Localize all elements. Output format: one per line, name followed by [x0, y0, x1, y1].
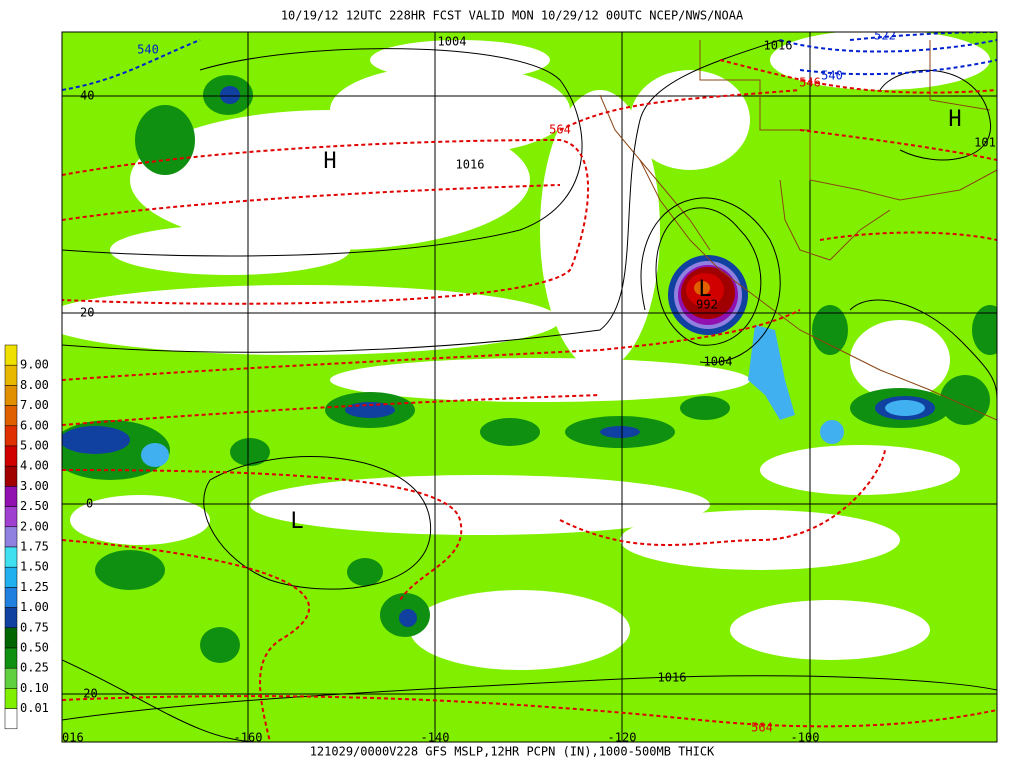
lat-label: -20	[76, 687, 98, 701]
legend-swatch	[4, 526, 18, 548]
legend-label: 0.10	[20, 681, 49, 695]
contour-label: 1004	[438, 35, 467, 49]
legend-swatch	[4, 486, 18, 507]
legend-label: 0.25	[20, 661, 49, 675]
legend-label: 1.50	[20, 560, 49, 574]
legend-swatch	[4, 364, 18, 386]
high: H	[323, 149, 336, 174]
legend-swatch	[4, 566, 18, 588]
legend-label: 0.01	[20, 701, 49, 715]
contour-label: 1016	[658, 671, 687, 685]
contour-label: 1016	[764, 39, 793, 53]
legend-label: 1.25	[20, 580, 49, 594]
legend-swatch	[4, 445, 18, 467]
contour-label: 992	[696, 298, 718, 312]
isobar	[62, 39, 997, 742]
low: L	[698, 277, 711, 302]
legend-swatch	[4, 647, 18, 669]
contour-label: 1016	[456, 158, 485, 172]
legend-swatch	[4, 708, 18, 730]
map: 1004 1016 540 522 540 546 564 1016 101 9…	[62, 29, 997, 742]
legend-label: 1.00	[20, 600, 49, 614]
legend-swatch	[4, 587, 18, 608]
coastline	[599, 40, 997, 421]
contour-label: 540	[821, 69, 843, 83]
legend-label: 3.00	[20, 479, 49, 493]
lat-label: 0	[86, 497, 93, 511]
pressure-systems: H H L L	[290, 107, 961, 534]
legend-label: 0.75	[20, 620, 49, 634]
legend-swatch	[4, 344, 18, 366]
high: H	[948, 107, 961, 132]
lon-label: -120	[608, 731, 637, 745]
contour-label: 1004	[704, 355, 733, 369]
contour-label: 564	[751, 721, 773, 735]
legend-swatch	[4, 627, 18, 649]
map-frame	[61, 31, 998, 743]
low: L	[290, 509, 303, 534]
legend-swatch	[4, 546, 18, 568]
lon-label: -160	[234, 731, 263, 745]
footer: 121029/0000V228 GFS MSLP,12HR PCPN (IN),…	[310, 745, 715, 759]
lat-label: 20	[80, 306, 94, 320]
legend-swatch	[4, 667, 18, 689]
lon-label: -100	[791, 731, 820, 745]
thickness-contour	[62, 59, 997, 742]
thickness-contour	[62, 32, 997, 91]
legend-label: 4.00	[20, 459, 49, 473]
contour-label: 546	[799, 76, 821, 90]
legend-label: 1.75	[20, 540, 49, 554]
legend-swatch	[4, 465, 18, 487]
lon-label: 016	[62, 731, 84, 745]
legend-swatch	[4, 506, 18, 528]
contour-labels: 1004 1016 540 522 540 546 564 1016 101 9…	[137, 29, 996, 735]
contour-label: 522	[874, 29, 896, 43]
legend-label: 8.00	[20, 378, 49, 392]
legend-swatch	[4, 385, 18, 406]
legend-label: 6.00	[20, 418, 49, 432]
legend-label: 2.50	[20, 499, 49, 513]
contour-label: 101	[974, 136, 996, 150]
legend-label: 5.00	[20, 439, 49, 453]
legend-swatch	[4, 607, 18, 629]
legend-swatch	[4, 425, 18, 447]
legend: 9.00 8.00 7.00 6.00 5.00 4.00 3.00 2.50 2.00 1.75…	[4, 344, 49, 730]
legend-label: 7.00	[20, 398, 49, 412]
legend-swatch	[4, 405, 18, 427]
contour-label: 540	[137, 43, 159, 57]
legend-swatch	[4, 688, 18, 709]
legend-label: 0.50	[20, 641, 49, 655]
lon-label: -140	[421, 731, 450, 745]
lat-label: 40	[80, 89, 94, 103]
legend-label: 2.00	[20, 519, 49, 533]
contour-label: 564	[549, 123, 571, 137]
legend-label: 9.00	[20, 358, 49, 372]
header: 10/19/12 12UTC 228HR FCST VALID MON 10/2…	[281, 9, 744, 23]
